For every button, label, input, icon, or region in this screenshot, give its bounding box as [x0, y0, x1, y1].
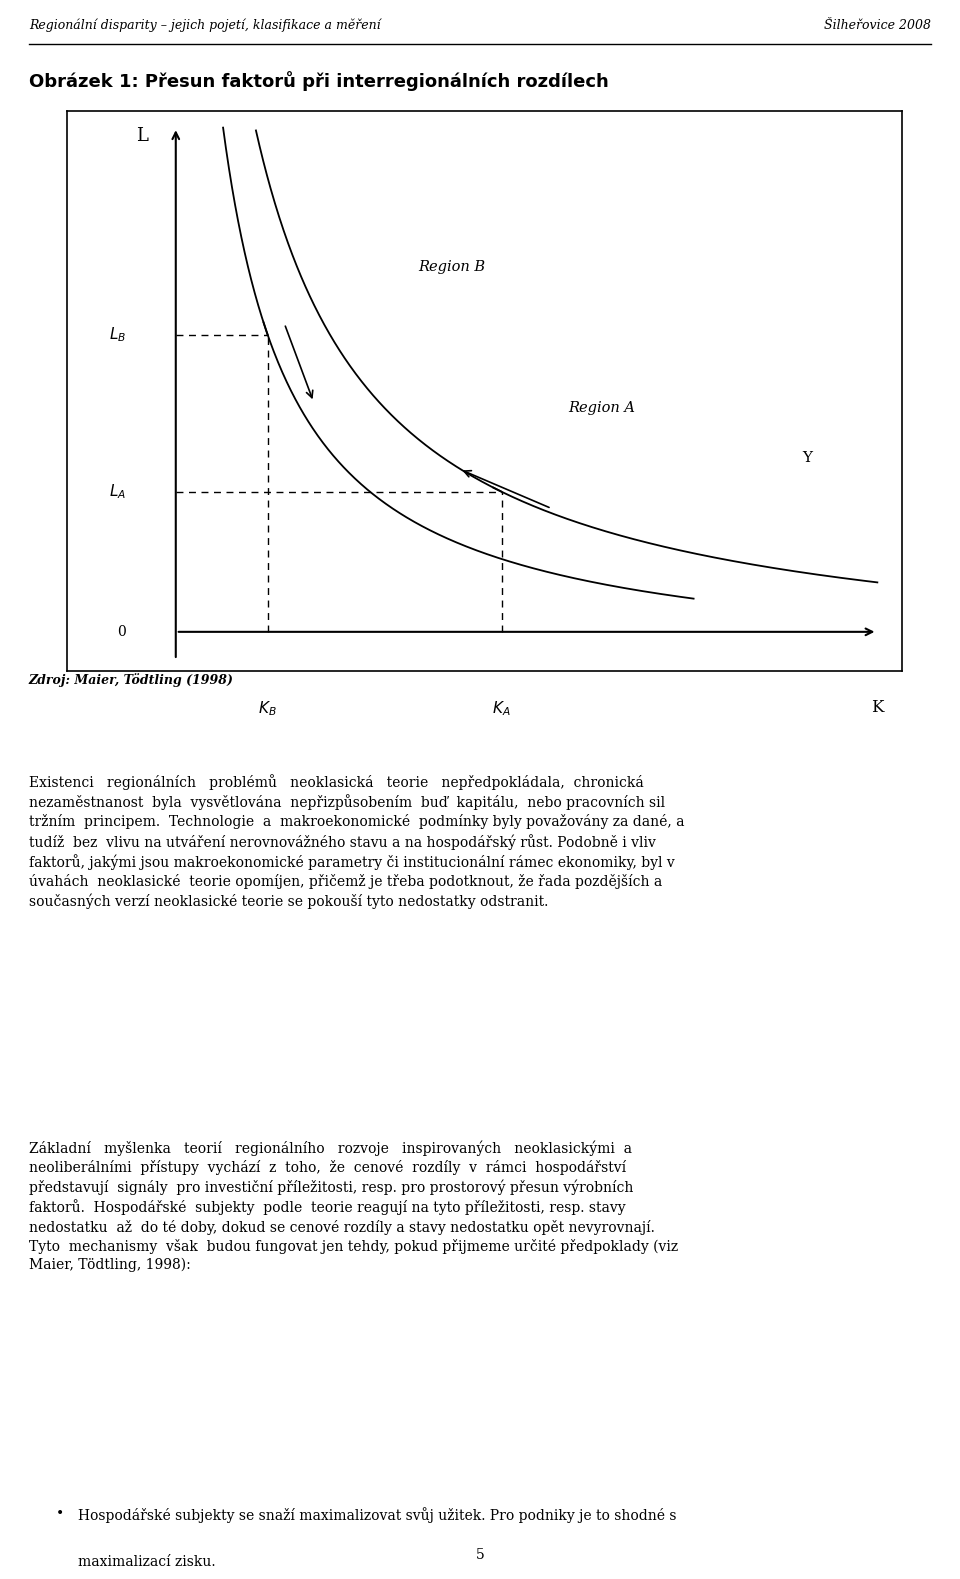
- Text: Obrázek 1: Přesun faktorů při interregionálních rozdílech: Obrázek 1: Přesun faktorů při interregio…: [29, 71, 609, 92]
- Text: Region A: Region A: [568, 401, 636, 415]
- Text: Hospodářské subjekty se snaží maximalizovat svůj užitek. Pro podniky je to shodn: Hospodářské subjekty se snaží maximalizo…: [79, 1508, 677, 1524]
- Text: 5: 5: [475, 1549, 485, 1562]
- Text: Základní   myšlenka   teorií   regionálního   rozvoje   inspirovaných   neoklasi: Základní myšlenka teorií regionálního ro…: [29, 1140, 678, 1273]
- Text: $K_B$: $K_B$: [258, 699, 277, 718]
- Text: $K_A$: $K_A$: [492, 699, 511, 718]
- Text: L: L: [136, 128, 148, 145]
- Text: Zdroj: Maier, Tödtling (1998): Zdroj: Maier, Tödtling (1998): [29, 673, 233, 687]
- Text: $L_A$: $L_A$: [108, 482, 126, 501]
- Text: •: •: [56, 1508, 64, 1521]
- Text: Existenci   regionálních   problémů   neoklasická   teorie   nepředpokládala,  c: Existenci regionálních problémů neoklasi…: [29, 774, 684, 910]
- Text: 0: 0: [117, 625, 126, 639]
- Text: Regionální disparity – jejich pojetí, klasifikace a měření: Regionální disparity – jejich pojetí, kl…: [29, 17, 380, 32]
- Text: Y: Y: [803, 452, 812, 466]
- Text: $L_B$: $L_B$: [108, 325, 126, 344]
- Text: maximalizací zisku.: maximalizací zisku.: [79, 1555, 216, 1570]
- Text: Region B: Region B: [418, 261, 485, 275]
- Text: K: K: [871, 699, 883, 717]
- Text: Šilheřovice 2008: Šilheřovice 2008: [825, 19, 931, 32]
